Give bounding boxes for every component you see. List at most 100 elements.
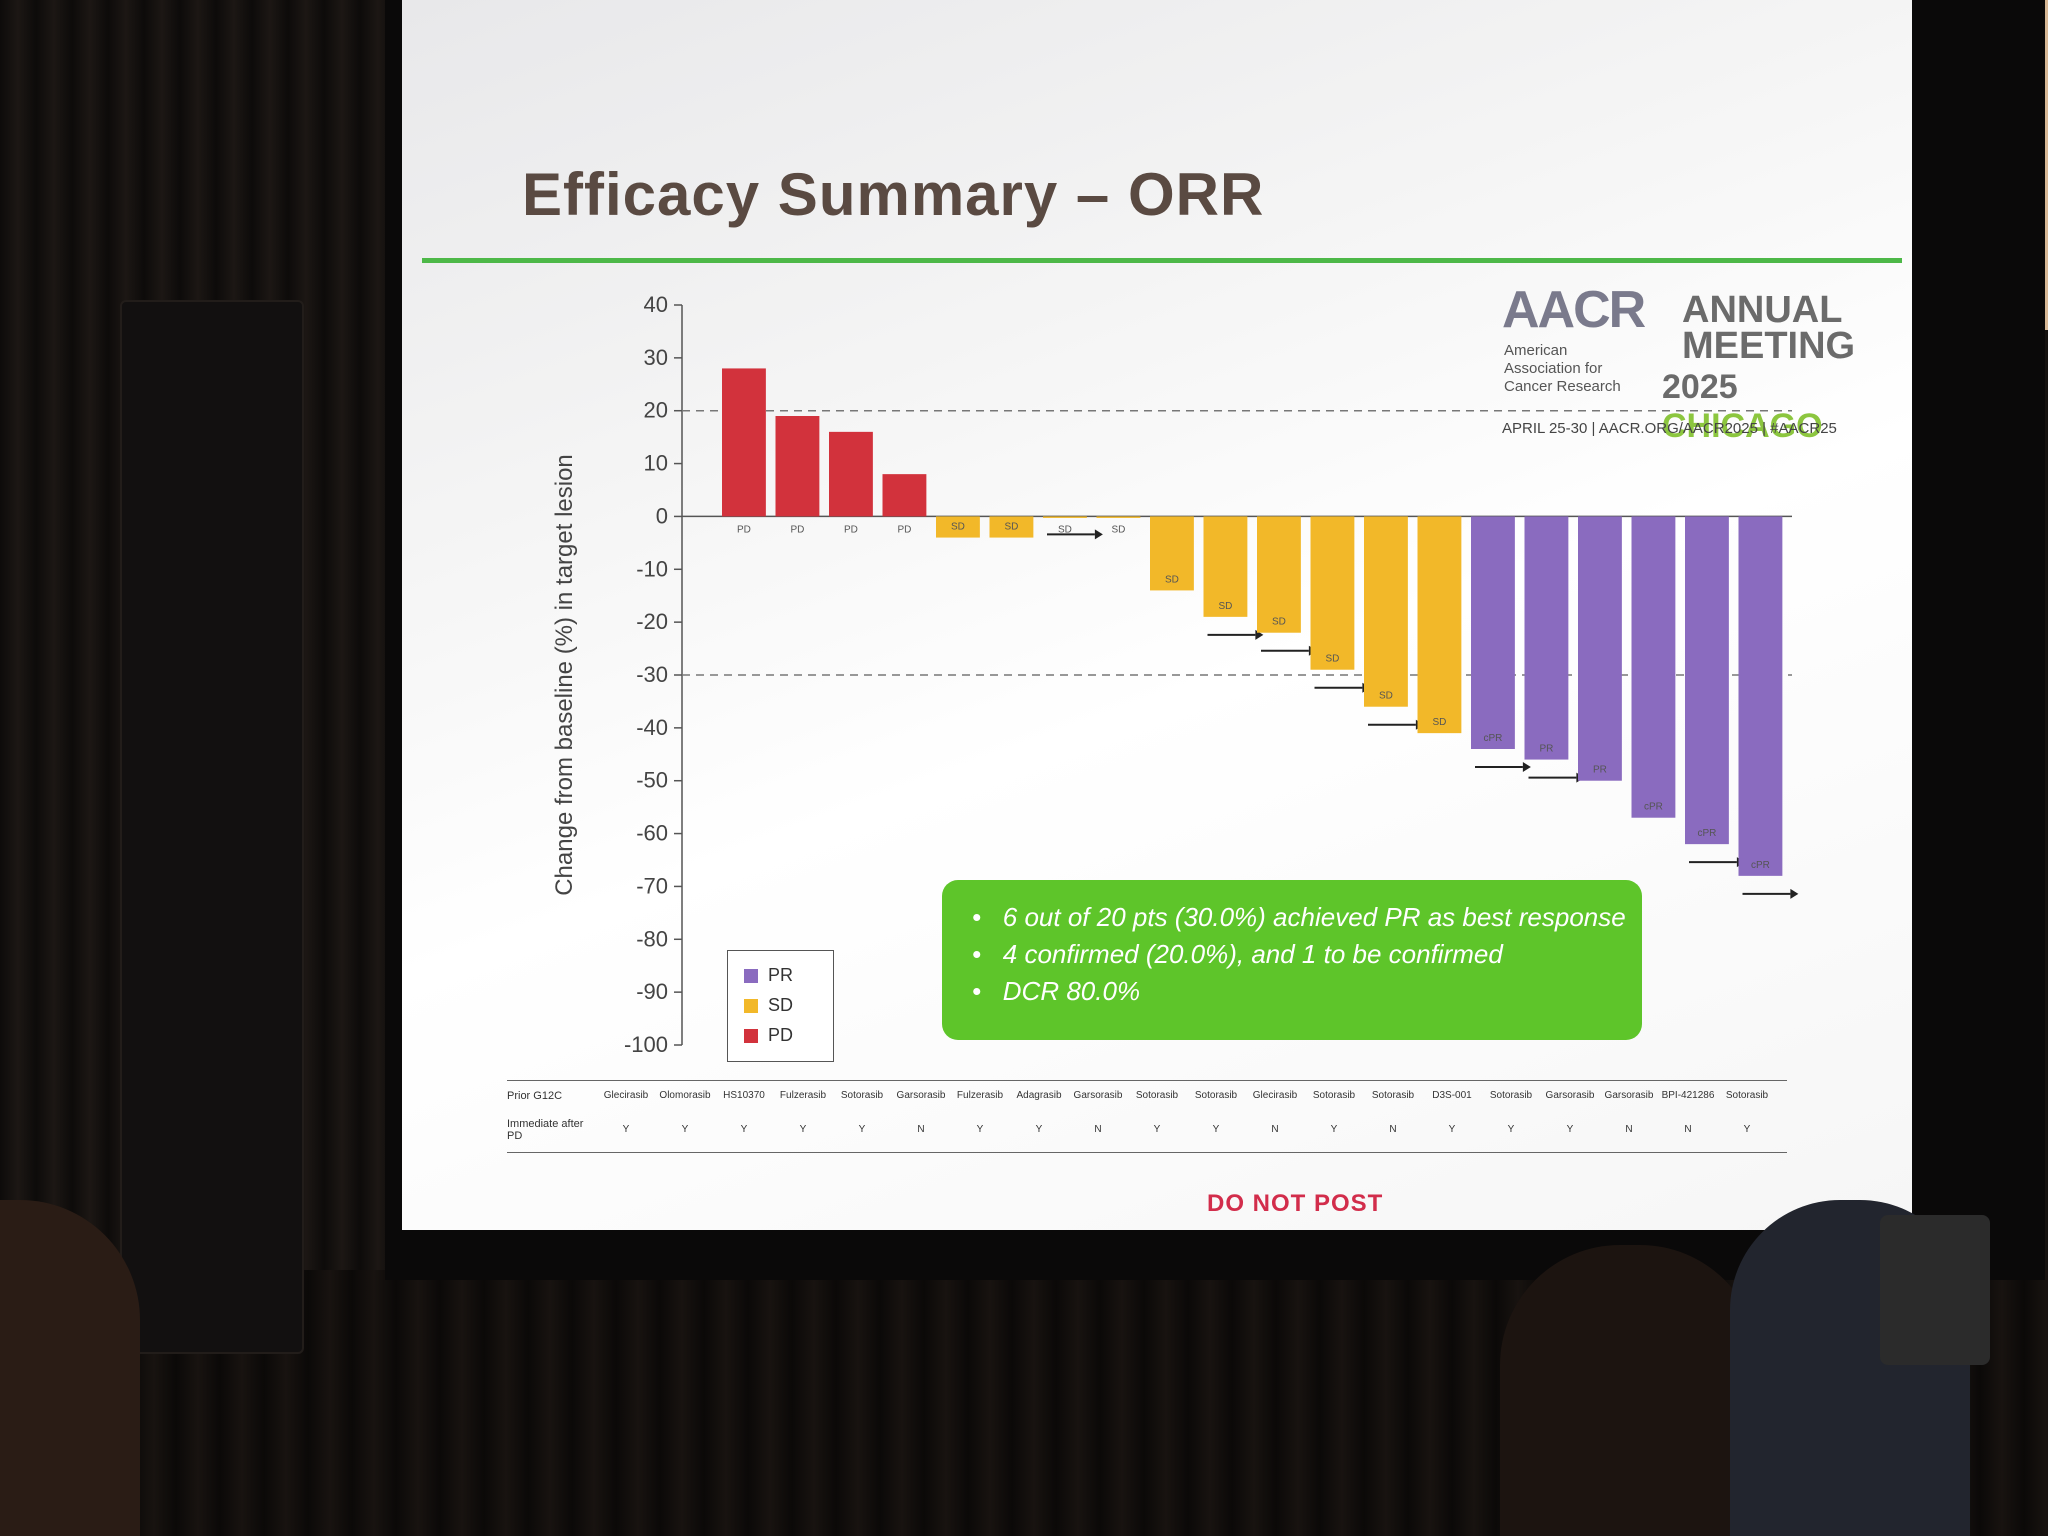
cell-immediate-after-pd: Y: [740, 1124, 748, 1135]
speaker-stack: [120, 300, 304, 1354]
cell-prior-g12c: Sotorasib: [1725, 1090, 1769, 1101]
bar-response-label: PD: [897, 524, 911, 535]
legend-swatch-pd: [744, 1028, 758, 1043]
cell-prior-g12c: D3S-001: [1432, 1090, 1472, 1101]
logo-year-city: 2025 CHICAGO: [1662, 368, 1832, 446]
cell-immediate-after-pd: N: [917, 1124, 925, 1135]
bar: [829, 431, 873, 517]
y-tick-label: -30: [636, 662, 668, 687]
bar: [722, 368, 766, 517]
cell-immediate-after-pd: Y: [1330, 1124, 1338, 1135]
logo-meeting-line1: ANNUAL: [1682, 289, 1843, 331]
logo-year: 2025: [1662, 368, 1738, 406]
cell-immediate-after-pd: Y: [1507, 1124, 1515, 1135]
audience-member: [1500, 1245, 1760, 1536]
logo-meeting-line2: MEETING: [1682, 325, 1856, 367]
legend-label-pr: PR: [768, 965, 794, 985]
logo-org-full: American Association for Cancer Research: [1504, 342, 1621, 395]
logo-meeting: ANNUAL MEETING: [1682, 289, 1856, 367]
cell-prior-g12c: Sotorasib: [1312, 1090, 1356, 1101]
y-tick-label: 40: [644, 292, 668, 317]
bar: [1096, 516, 1141, 518]
cell-prior-g12c: Fulzerasib: [779, 1090, 827, 1101]
cell-immediate-after-pd: Y: [1035, 1124, 1043, 1135]
logo-org: AACR: [1502, 281, 1646, 339]
cell-prior-g12c: Garsorasib: [1604, 1090, 1654, 1101]
cell-immediate-after-pd: Y: [1743, 1124, 1751, 1135]
bar: [882, 474, 927, 517]
bar: [1631, 516, 1676, 818]
bar-response-label: PD: [844, 524, 858, 535]
y-tick-label: 20: [644, 398, 668, 423]
chart-legend: PR SD PD: [727, 950, 834, 1062]
cell-prior-g12c: Sotorasib: [1489, 1090, 1533, 1101]
aacr-logo: AACR American Association for Cancer Res…: [1502, 280, 1856, 480]
cell-prior-g12c: BPI-421286: [1661, 1090, 1715, 1101]
results-callout: 6 out of 20 pts (30.0%) achieved PR as b…: [942, 880, 1642, 1040]
y-axis-label: Change from baseline (%) in target lesio…: [551, 454, 578, 896]
cell-prior-g12c: HS10370: [723, 1090, 765, 1101]
slide-title: Efficacy Summary – ORR: [522, 161, 1265, 228]
cell-immediate-after-pd: N: [1625, 1124, 1633, 1135]
bar-response-label: cPR: [1483, 733, 1502, 744]
logo-dates: APRIL 25-30 | AACR.ORG/AACR2025 | #AACR2…: [1502, 420, 1837, 437]
cell-prior-g12c: Glecirasib: [603, 1090, 649, 1101]
cell-immediate-after-pd: N: [1271, 1124, 1279, 1135]
bar: [1364, 516, 1408, 707]
legend-item-pr: PR: [744, 965, 793, 986]
logo-city: CHICAGO: [1662, 407, 1823, 445]
bar: [989, 516, 1034, 538]
bar: [1578, 516, 1622, 781]
cell-immediate-after-pd: Y: [976, 1124, 984, 1135]
bar: [1685, 516, 1729, 845]
y-tick-label: 0: [656, 503, 668, 528]
waterfall-chart: 40 30 20 10 0 -10 -20 -30 -40 -50 -60 -70 -80 -90 -100…: [551, 292, 1799, 1057]
ongoing-arrow-head: [1094, 529, 1103, 540]
cell-prior-g12c: Sotorasib: [1194, 1090, 1238, 1101]
y-tick-label: 30: [644, 345, 668, 370]
cell-immediate-after-pd: Y: [622, 1124, 630, 1135]
cell-immediate-after-pd: Y: [858, 1124, 866, 1135]
cell-immediate-after-pd: Y: [1212, 1124, 1220, 1135]
cell-immediate-after-pd: Y: [799, 1124, 807, 1135]
bar-response-label: PR: [1593, 765, 1607, 776]
cell-prior-g12c: Glecirasib: [1252, 1090, 1298, 1101]
bar: [1738, 516, 1783, 876]
legend-item-sd: SD: [744, 995, 793, 1016]
cell-prior-g12c: Garsorasib: [1545, 1090, 1595, 1101]
cell-immediate-after-pd: Y: [1566, 1124, 1574, 1135]
bar-response-label: SD: [1432, 717, 1446, 728]
ongoing-arrow-head: [1522, 762, 1531, 772]
y-tick-label: -10: [636, 556, 668, 581]
y-tick-label: -100: [624, 1032, 668, 1057]
callout-line-pr: 6 out of 20 pts (30.0%) achieved PR as b…: [972, 902, 1626, 933]
table-rule-top: [507, 1080, 1787, 1081]
bar-response-label: SD: [1165, 574, 1179, 585]
bar-response-label: SD: [1325, 654, 1339, 665]
bar: [1310, 516, 1355, 670]
legend-item-pd: PD: [744, 1025, 793, 1046]
cell-prior-g12c: Sotorasib: [1371, 1090, 1415, 1101]
bar: [1150, 516, 1194, 591]
bar-response-label: SD: [1379, 691, 1393, 702]
y-tick-label: -20: [636, 609, 668, 634]
y-tick-label: -70: [636, 873, 668, 898]
cell-immediate-after-pd: Y: [681, 1124, 689, 1135]
bar-response-label: SD: [1058, 524, 1072, 535]
row-header-immediate: Immediate after PD: [507, 1118, 584, 1142]
title-rule: [422, 258, 1902, 263]
cell-immediate-after-pd: N: [1094, 1124, 1102, 1135]
bar: [1043, 516, 1087, 518]
row-header-prior-g12c: Prior G12C: [507, 1090, 563, 1102]
bar-response-label: SD: [951, 522, 965, 533]
callout-line-dcr: DCR 80.0%: [972, 976, 1612, 1007]
cell-immediate-after-pd: N: [1684, 1124, 1692, 1135]
legend-swatch-pr: [744, 968, 758, 983]
bar-response-label: cPR: [1751, 860, 1770, 871]
video-camera: [1880, 1215, 1990, 1365]
bar: [1471, 516, 1515, 749]
bar-response-label: SD: [1004, 522, 1018, 533]
cell-prior-g12c: Olomorasib: [659, 1090, 711, 1101]
audience-member: [0, 1200, 140, 1536]
cell-prior-g12c: Garsorasib: [1073, 1090, 1123, 1101]
